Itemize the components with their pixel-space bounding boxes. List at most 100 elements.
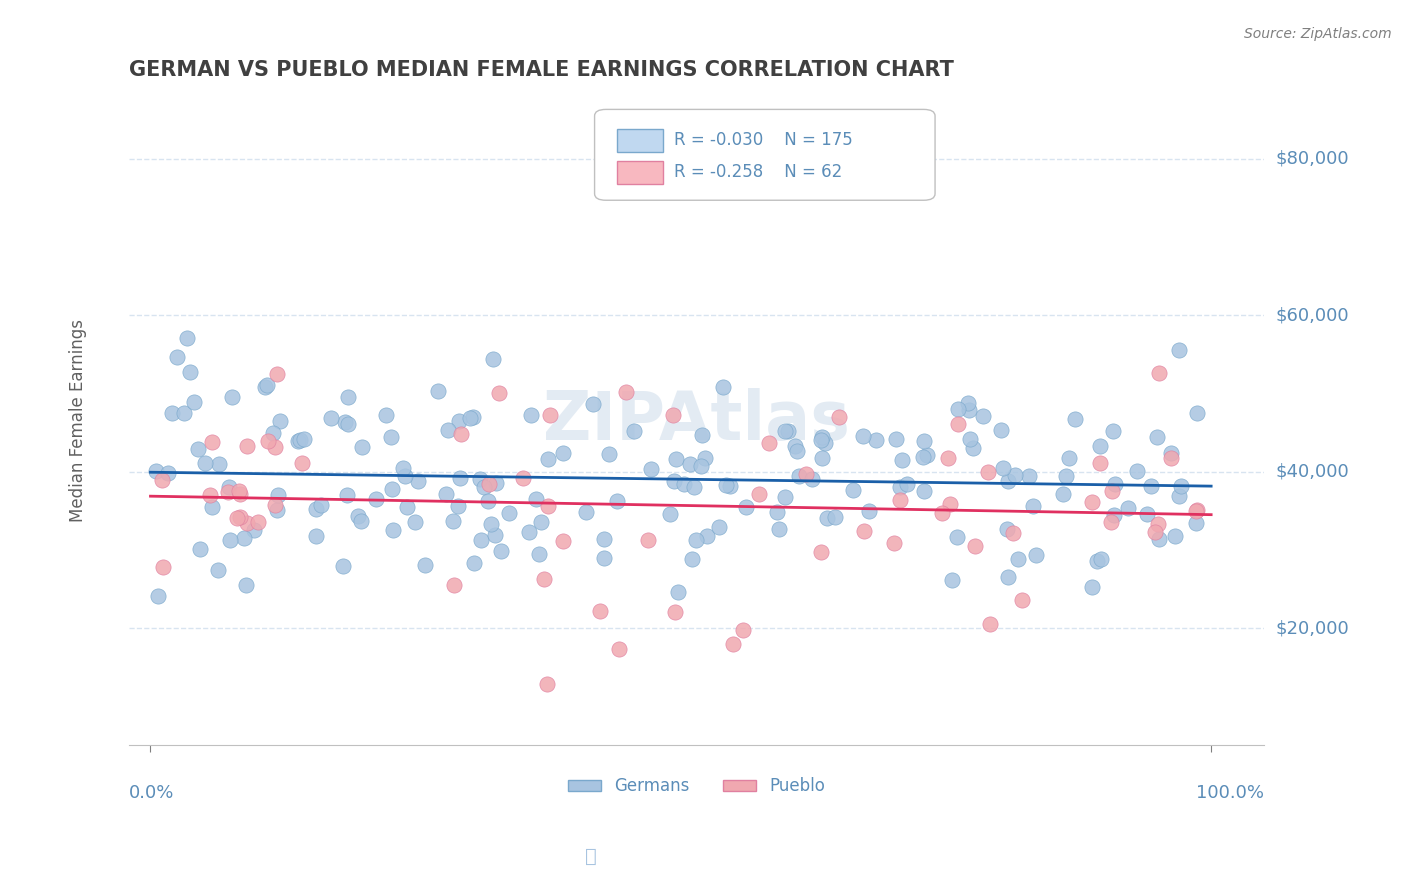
Pueblo [748, 486, 770, 500]
Pueblo [236, 516, 259, 530]
Germans [173, 406, 195, 420]
Germans [889, 480, 911, 494]
Germans [352, 441, 374, 455]
Germans [427, 384, 450, 399]
Germans [685, 533, 707, 548]
Germans [194, 456, 217, 470]
Germans [672, 477, 695, 491]
Pueblo [443, 578, 465, 592]
Text: $40,000: $40,000 [1275, 463, 1350, 481]
Pueblo [1185, 502, 1208, 516]
Pueblo [1011, 593, 1033, 607]
Germans [896, 477, 918, 491]
Germans [233, 531, 256, 545]
Germans [262, 426, 284, 441]
Pueblo [225, 511, 247, 525]
Germans [1054, 469, 1077, 483]
Germans [766, 505, 789, 519]
Pueblo [512, 471, 534, 485]
Germans [959, 432, 981, 446]
Germans [693, 451, 716, 466]
Germans [207, 562, 229, 576]
Germans [582, 396, 605, 410]
Germans [997, 570, 1019, 584]
Pueblo [589, 605, 612, 619]
Germans [679, 457, 702, 471]
Pueblo [852, 524, 875, 538]
Germans [689, 458, 711, 473]
Pueblo [488, 386, 510, 401]
Germans [337, 390, 360, 404]
Germans [146, 590, 169, 604]
Germans [995, 522, 1018, 536]
Germans [1085, 554, 1108, 568]
Pueblo [1101, 483, 1123, 498]
Germans [253, 379, 276, 393]
Germans [1160, 446, 1182, 460]
Germans [1007, 552, 1029, 566]
Germans [1080, 580, 1102, 594]
Germans [682, 481, 704, 495]
Pueblo [1185, 504, 1208, 518]
Germans [1022, 500, 1045, 514]
Germans [375, 409, 398, 423]
Germans [188, 542, 211, 557]
FancyBboxPatch shape [595, 110, 935, 200]
Germans [311, 498, 333, 512]
Pueblo [537, 500, 560, 514]
Germans [266, 503, 288, 517]
Germans [658, 507, 681, 521]
Germans [364, 491, 387, 506]
Germans [957, 403, 980, 417]
Pueblo [723, 637, 745, 651]
Germans [221, 390, 243, 404]
Pueblo [228, 483, 250, 498]
Germans [321, 411, 343, 425]
Germans [1185, 516, 1208, 530]
Germans [666, 585, 689, 599]
Germans [1168, 343, 1191, 357]
Germans [786, 443, 808, 458]
Germans [470, 533, 492, 548]
Pueblo [217, 485, 239, 500]
Germans [332, 559, 354, 574]
Germans [1057, 451, 1080, 466]
Germans [288, 433, 311, 447]
Germans [911, 450, 934, 464]
Germans [187, 442, 209, 456]
Text: R = -0.030    N = 175: R = -0.030 N = 175 [673, 131, 853, 149]
Germans [664, 474, 686, 488]
Germans [381, 482, 404, 496]
Germans [1147, 532, 1170, 546]
Text: 0.0%: 0.0% [129, 784, 174, 802]
Germans [1136, 507, 1159, 521]
Germans [824, 510, 846, 524]
Germans [593, 550, 616, 565]
Germans [396, 500, 419, 515]
Pueblo [1081, 495, 1104, 509]
Pueblo [977, 465, 1000, 479]
Germans [551, 446, 574, 460]
Germans [948, 402, 970, 417]
Pueblo [664, 605, 686, 619]
Germans [391, 461, 413, 475]
Germans [529, 516, 551, 530]
Pueblo [291, 456, 314, 470]
Germans [235, 578, 257, 592]
Germans [789, 469, 811, 483]
Pueblo [263, 440, 285, 454]
Text: $60,000: $60,000 [1275, 306, 1350, 325]
Text: $80,000: $80,000 [1275, 150, 1350, 168]
Germans [1116, 500, 1139, 515]
Germans [519, 408, 541, 422]
Germans [1170, 478, 1192, 492]
Germans [269, 414, 291, 428]
Germans [1187, 406, 1209, 420]
Germans [305, 529, 328, 543]
Germans [1090, 551, 1112, 566]
Germans [714, 478, 737, 492]
Pueblo [758, 436, 780, 450]
Germans [413, 558, 436, 572]
Germans [1052, 487, 1074, 501]
Pueblo [946, 417, 969, 432]
